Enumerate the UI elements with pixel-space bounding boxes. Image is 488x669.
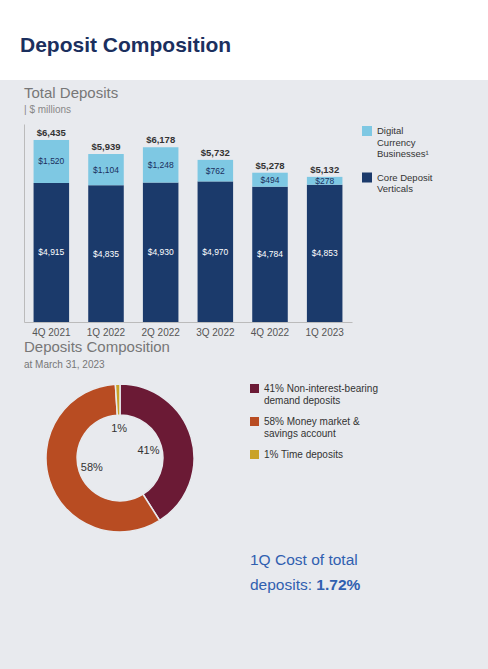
- data-label: $4,970: [202, 247, 228, 257]
- total-label: $6,178: [146, 134, 175, 145]
- x-axis-line: [25, 322, 353, 323]
- legend-swatch: [250, 384, 259, 393]
- bar: [143, 183, 179, 322]
- title: Deposit Composition: [20, 33, 231, 56]
- slice: [115, 384, 120, 415]
- bar: [307, 185, 343, 322]
- annotation-part: deposits:: [250, 576, 316, 593]
- total-label: $6,435: [37, 127, 67, 138]
- legend-label: DigitalCurrencyBusinesses¹: [377, 125, 429, 159]
- legend-swatch: [362, 173, 372, 183]
- background: [0, 0, 488, 669]
- chart-title: Deposits Composition: [24, 338, 170, 355]
- legend: DigitalCurrencyBusinesses¹ Core DepositVe…: [362, 125, 433, 194]
- data-labels: 41% 58% 1%: [81, 422, 160, 473]
- data-label: $1,104: [93, 165, 119, 175]
- title-band: [0, 0, 488, 80]
- bar: [252, 173, 288, 187]
- legend-label: Core DepositVerticals: [377, 172, 433, 195]
- bar: [88, 154, 124, 185]
- total-label: $5,732: [201, 147, 230, 158]
- bar: [34, 140, 70, 183]
- x-tick: 3Q 2022: [196, 327, 235, 338]
- legend-swatch: [250, 450, 259, 459]
- legend-swatch: [250, 417, 259, 426]
- data-label: 41%: [137, 444, 159, 456]
- legend-label: 1% Time deposits: [264, 449, 343, 460]
- data-label: $1,520: [38, 156, 64, 166]
- data-label: $4,930: [148, 247, 174, 257]
- data-label: $278: [315, 176, 334, 186]
- legend-label: 58% Money market &savings account: [264, 416, 360, 439]
- x-tick: 4Q 2021: [32, 327, 71, 338]
- x-tick-label: 1Q 2022: [87, 327, 126, 338]
- x-tick-label: 4Q 2022: [251, 327, 290, 338]
- y-axis: [24, 125, 25, 323]
- data-label: $4,853: [312, 248, 338, 258]
- bar: [88, 185, 124, 322]
- pie: [46, 384, 194, 532]
- bar: [34, 183, 70, 322]
- x-tick: 1Q 2023: [305, 327, 344, 338]
- bar: [143, 147, 179, 182]
- legend-label: 41% Non-interest-bearingdemand deposits: [264, 383, 378, 406]
- chart-subtitle: at March 31, 2023: [24, 359, 105, 370]
- data-label: $4,835: [93, 249, 119, 259]
- x-tick-label: 4Q 2021: [32, 327, 71, 338]
- figure: Deposit Composition Total Deposits | $ mil…: [0, 0, 488, 669]
- x-tick-label: 3Q 2022: [196, 327, 235, 338]
- legend: 41% Non-interest-bearingdemand deposits 5…: [250, 383, 378, 460]
- total-label: $5,939: [91, 141, 120, 152]
- x-tick-label: 1Q 2023: [305, 327, 344, 338]
- bar: [252, 187, 288, 322]
- data-label: 58%: [81, 461, 103, 473]
- legend-swatch: [362, 126, 372, 136]
- x-tick: 1Q 2022: [87, 327, 126, 338]
- data-label: $4,784: [257, 249, 283, 259]
- data-label: $4,915: [38, 247, 64, 257]
- annotation: 1Q Cost of total: [250, 551, 358, 568]
- total-label: $5,278: [255, 160, 284, 171]
- data-label: $1,248: [148, 160, 174, 170]
- data-label: 1%: [111, 422, 127, 434]
- total-label: $5,132: [310, 164, 339, 175]
- x-tick: 2Q 2022: [141, 327, 180, 338]
- x-tick: 4Q 2022: [251, 327, 290, 338]
- bar: [198, 181, 234, 322]
- data-label: $494: [261, 175, 280, 185]
- bars: [34, 140, 343, 322]
- annotation: deposits: 1.72%: [250, 576, 361, 593]
- chart-subtitle: | $ millions: [24, 104, 71, 115]
- data-labels: $4,915 $4,835 $4,930 $4,970 $4,784 $4,853 $1,5…: [37, 127, 339, 259]
- annotation-part: 1.72%: [316, 576, 360, 593]
- y-axis-line: [24, 125, 25, 323]
- bar: [198, 160, 234, 182]
- data-label: $762: [206, 166, 225, 176]
- x-tick-label: 2Q 2022: [141, 327, 180, 338]
- chart-title: Total Deposits: [24, 84, 118, 101]
- slice: [46, 384, 160, 532]
- x-axis: 4Q 2021 1Q 2022 2Q 2022 3Q 2022 4Q 2022 1Q 20…: [25, 323, 353, 339]
